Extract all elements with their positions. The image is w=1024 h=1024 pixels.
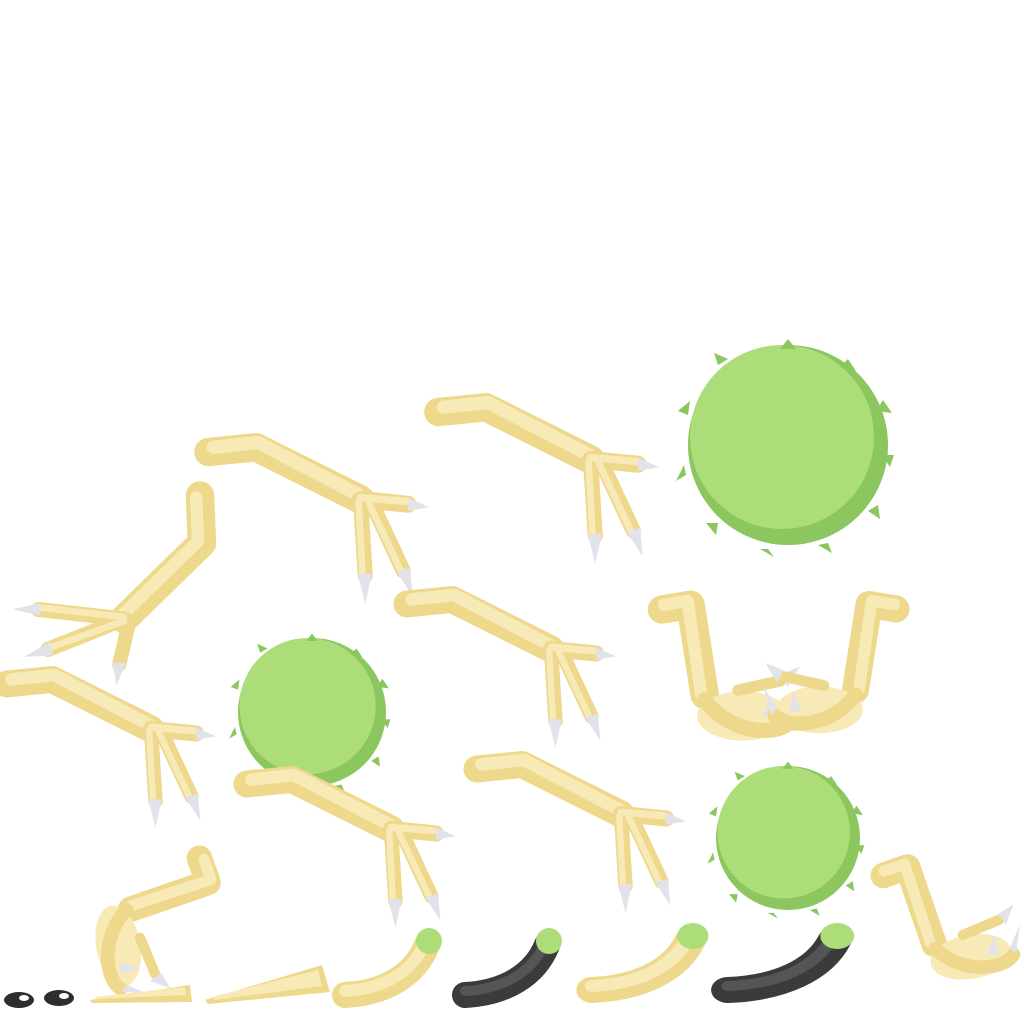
eye-icon (4, 992, 34, 1008)
bird-leg-icon (477, 760, 686, 913)
bird-leg-icon (7, 675, 216, 828)
bird-leg-icon (407, 595, 616, 748)
fluff-ball-icon (707, 761, 865, 919)
bird-leg-icon (208, 443, 428, 605)
bird-leg-icon (12, 496, 202, 686)
tail-icon (728, 923, 854, 990)
fluff-ball-icon (676, 339, 894, 557)
tail-icon (592, 923, 708, 990)
eye-icon (44, 990, 74, 1006)
tail-icon (465, 928, 562, 995)
bird-leg-icon (84, 857, 229, 1003)
bird-leg-icon (882, 846, 1024, 991)
tail-icon (345, 928, 442, 995)
bird-leg-icon (247, 775, 456, 928)
bird-leg-icon (439, 403, 659, 565)
tail-icon (205, 965, 330, 1004)
tail-icon (90, 985, 192, 1003)
bird-leg-icon (763, 601, 896, 733)
